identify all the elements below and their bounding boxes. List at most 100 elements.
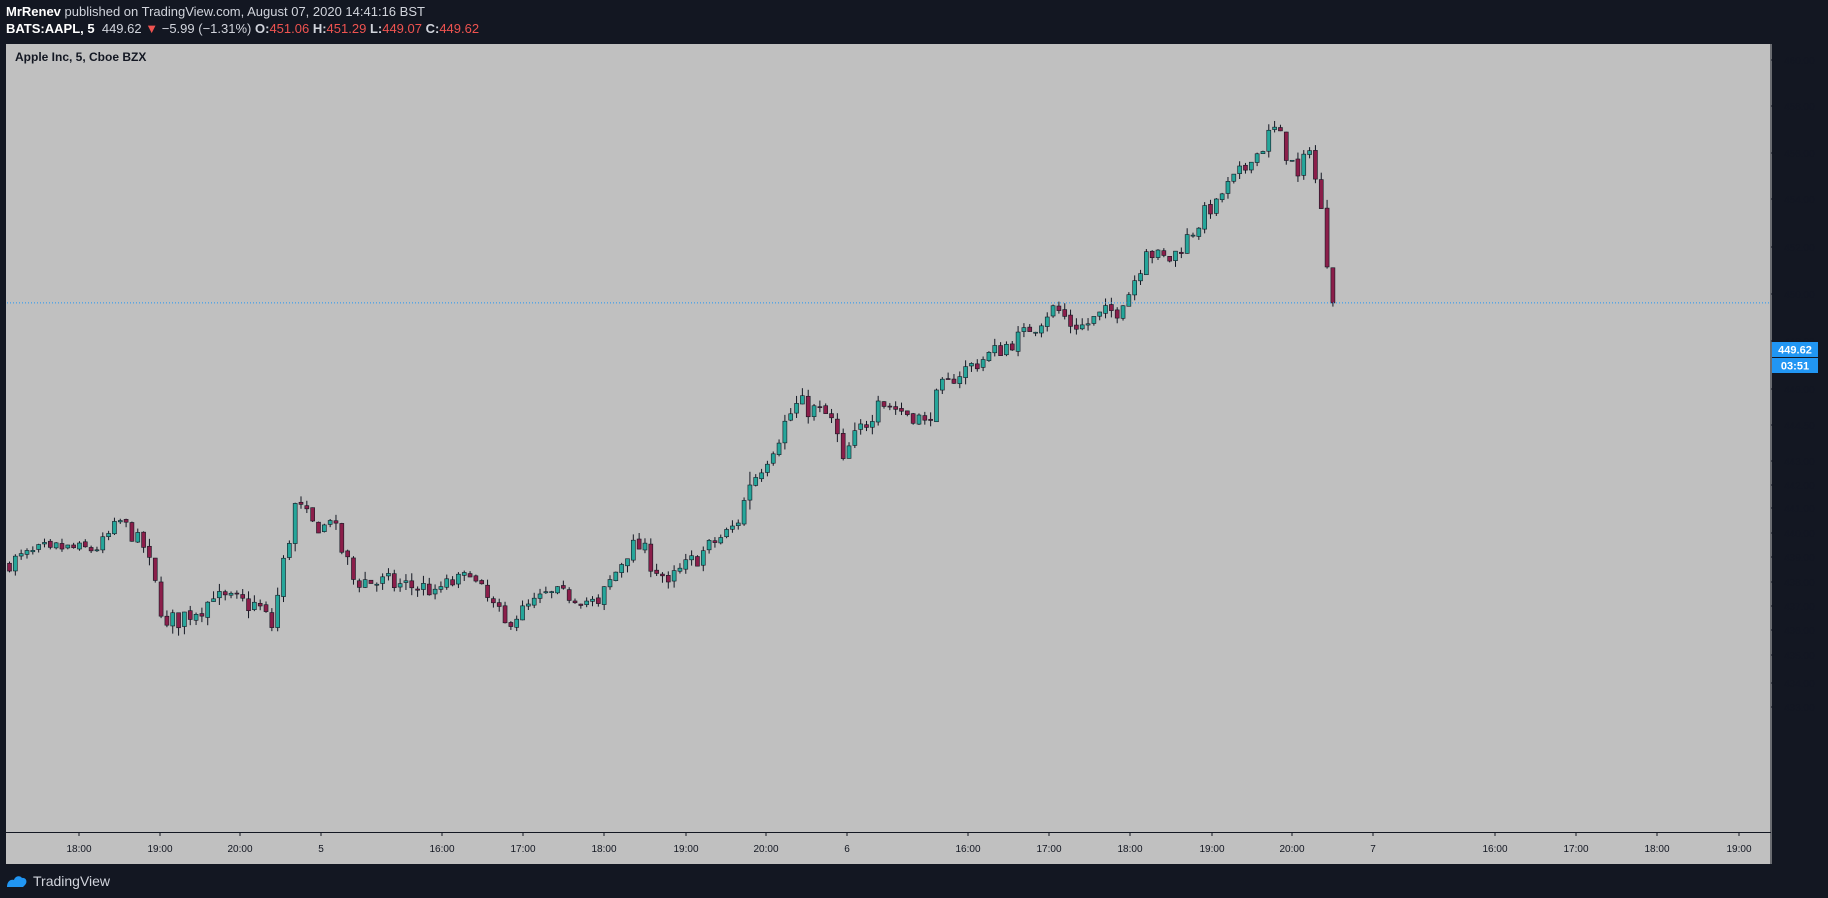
candle-body[interactable] — [42, 542, 47, 545]
candle-body[interactable] — [199, 613, 205, 617]
candle-body[interactable] — [322, 524, 327, 532]
candle-body[interactable] — [1155, 249, 1161, 258]
candle-body[interactable] — [881, 401, 887, 407]
candle-body[interactable] — [992, 345, 998, 354]
candle-body[interactable] — [1283, 131, 1289, 161]
candle-body[interactable] — [730, 525, 735, 530]
candle-body[interactable] — [870, 421, 875, 428]
candle-body[interactable] — [426, 583, 432, 596]
candle-body[interactable] — [671, 570, 677, 582]
candle-body[interactable] — [753, 477, 759, 486]
candle-body[interactable] — [77, 542, 82, 550]
candle-body[interactable] — [998, 345, 1003, 356]
candle-body[interactable] — [677, 567, 683, 572]
candle-body[interactable] — [852, 430, 858, 446]
candle-body[interactable] — [811, 405, 817, 417]
candle-body[interactable] — [631, 539, 636, 561]
candle-body[interactable] — [82, 541, 88, 548]
candle-body[interactable] — [117, 520, 123, 523]
candle-body[interactable] — [479, 580, 485, 585]
candle-body[interactable] — [217, 591, 222, 599]
candle-body[interactable] — [1149, 250, 1155, 259]
candle-body[interactable] — [1313, 150, 1318, 180]
candle-body[interactable] — [432, 588, 438, 595]
candle-body[interactable] — [380, 576, 385, 584]
candle-body[interactable] — [980, 359, 986, 368]
candle-body[interactable] — [461, 572, 467, 576]
candle-body[interactable] — [356, 580, 362, 588]
candle-body[interactable] — [1109, 304, 1114, 311]
candle-body[interactable] — [1161, 250, 1167, 256]
candle-body[interactable] — [829, 413, 834, 419]
candle-body[interactable] — [164, 615, 170, 626]
candle-body[interactable] — [450, 579, 455, 586]
candle-body[interactable] — [415, 588, 420, 591]
candle-body[interactable] — [1202, 205, 1207, 230]
candle-body[interactable] — [327, 520, 333, 525]
candle-body[interactable] — [695, 556, 700, 567]
candle-body[interactable] — [94, 549, 100, 552]
candle-body[interactable] — [53, 542, 59, 549]
candle-body[interactable] — [345, 550, 350, 558]
candle-body[interactable] — [1272, 126, 1277, 130]
candle-body[interactable] — [1184, 234, 1190, 254]
candle-body[interactable] — [572, 600, 578, 604]
candle-body[interactable] — [683, 559, 689, 570]
candle-body[interactable] — [625, 558, 630, 567]
candle-body[interactable] — [1097, 311, 1103, 317]
candle-body[interactable] — [689, 555, 694, 561]
candle-body[interactable] — [1056, 305, 1062, 311]
candle-body[interactable] — [170, 612, 176, 627]
candle-body[interactable] — [123, 519, 129, 523]
candle-body[interactable] — [13, 555, 18, 572]
candle-body[interactable] — [566, 589, 572, 601]
candle-body[interactable] — [65, 544, 71, 549]
candle-body[interactable] — [1033, 331, 1038, 334]
candle-body[interactable] — [182, 611, 187, 627]
candle-body[interactable] — [770, 453, 776, 464]
candle-body[interactable] — [1260, 151, 1266, 154]
candle-body[interactable] — [969, 363, 974, 367]
candle-body[interactable] — [339, 523, 345, 553]
candle-body[interactable] — [578, 603, 584, 606]
candle-body[interactable] — [899, 408, 904, 412]
candle-body[interactable] — [1254, 153, 1260, 163]
candle-body[interactable] — [840, 433, 846, 459]
candle-body[interactable] — [514, 618, 520, 628]
candle-body[interactable] — [800, 395, 805, 405]
candle-body[interactable] — [59, 543, 65, 550]
candle-body[interactable] — [601, 586, 607, 605]
candle-body[interactable] — [409, 580, 415, 589]
candle-body[interactable] — [502, 605, 508, 624]
candle-body[interactable] — [496, 602, 502, 607]
candle-body[interactable] — [211, 598, 216, 602]
candle-body[interactable] — [444, 578, 450, 588]
candle-body[interactable] — [252, 601, 257, 610]
candle-body[interactable] — [636, 538, 642, 550]
candle-body[interactable] — [362, 579, 368, 588]
candle-body[interactable] — [596, 597, 601, 604]
candle-body[interactable] — [765, 463, 770, 473]
plot-area[interactable] — [7, 44, 1771, 832]
candle-body[interactable] — [928, 418, 933, 421]
candle-body[interactable] — [1295, 158, 1301, 177]
candle-body[interactable] — [1214, 198, 1219, 214]
candle-body[interactable] — [1126, 294, 1132, 307]
candle-body[interactable] — [351, 557, 356, 580]
candle-body[interactable] — [613, 571, 619, 581]
candle-body[interactable] — [386, 573, 391, 577]
candle-body[interactable] — [222, 591, 228, 596]
candle-body[interactable] — [607, 579, 613, 588]
candle-body[interactable] — [858, 423, 863, 430]
candle-body[interactable] — [1132, 280, 1137, 296]
candle-body[interactable] — [368, 579, 374, 584]
candle-body[interactable] — [1091, 316, 1097, 324]
candle-body[interactable] — [642, 542, 648, 551]
candle-body[interactable] — [1103, 305, 1108, 314]
candle-body[interactable] — [205, 601, 211, 618]
candle-body[interactable] — [805, 395, 811, 418]
candle-body[interactable] — [1179, 251, 1184, 254]
symbol-label[interactable]: BATS:AAPL, 5 — [6, 21, 95, 36]
candle-body[interactable] — [129, 522, 135, 542]
candle-body[interactable] — [1050, 305, 1056, 317]
